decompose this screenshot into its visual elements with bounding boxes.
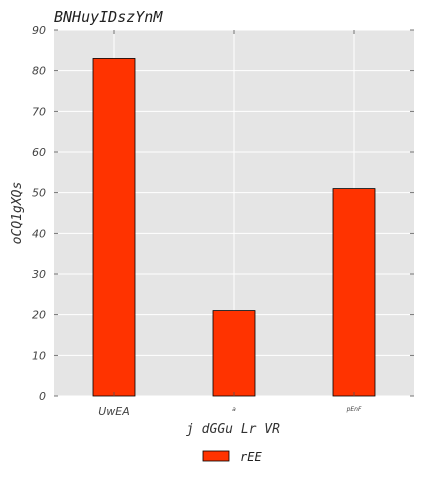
bar (332, 188, 376, 397)
y-tick-label: 60 (32, 146, 46, 159)
y-tick-label: 20 (32, 309, 46, 322)
x-tick-label: a (232, 406, 236, 413)
y-tick-label: 40 (32, 227, 46, 240)
y-axis-ticks: 0 10 20 30 40 50 60 70 80 90 (32, 24, 414, 403)
legend: rEE (202, 450, 262, 464)
y-tick-label: 80 (32, 65, 46, 78)
legend-label: rEE (240, 450, 262, 464)
x-tick-label: pEnF (346, 406, 362, 413)
y-tick-label: 0 (39, 390, 46, 403)
y-tick-label: 10 (32, 349, 46, 362)
chart-title: BNHuyIDszYnM (54, 8, 163, 26)
x-axis-ticks: UwEA a pEnF (98, 30, 362, 418)
y-tick-label: 50 (32, 187, 46, 200)
y-tick-label: 90 (32, 24, 46, 37)
y-tick-label: 70 (32, 105, 46, 118)
bars (92, 58, 376, 397)
y-tick-label: 30 (32, 268, 46, 281)
x-tick-label: UwEA (98, 405, 130, 418)
y-axis-label: oCQ1gXQs (10, 182, 25, 245)
x-axis-label: j dGGu Lr VR (186, 422, 280, 437)
legend-swatch (202, 450, 230, 462)
bar (92, 58, 136, 397)
bar (212, 310, 256, 397)
